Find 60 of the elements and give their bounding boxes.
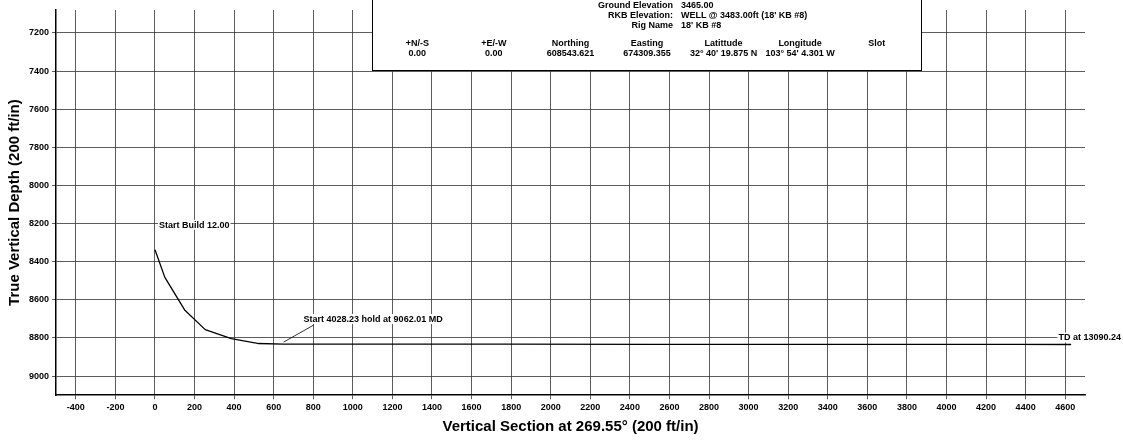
annotation: 0.00 bbox=[484, 48, 504, 58]
annotation: Rig Name bbox=[630, 20, 673, 30]
text: Ground Elevation bbox=[597, 0, 673, 10]
x-tick-label: 3200 bbox=[778, 402, 799, 413]
annotation: +E/-W bbox=[480, 38, 508, 48]
y-tick-label: 9000 bbox=[28, 370, 50, 381]
annotation: Northing bbox=[550, 38, 591, 48]
x-tick-label: 2800 bbox=[699, 402, 720, 413]
x-tick-label: 3800 bbox=[896, 402, 917, 413]
x-tick-label: 200 bbox=[187, 402, 203, 413]
y-tick-label: 8400 bbox=[28, 256, 50, 267]
annotation: +N/-S bbox=[404, 38, 430, 48]
x-tick-label: 4600 bbox=[1055, 402, 1076, 413]
y-tick-label: 8200 bbox=[28, 218, 50, 229]
y-tick-label: 8800 bbox=[28, 332, 50, 343]
x-tick-label: -400 bbox=[66, 402, 85, 413]
x-tick-label: 2200 bbox=[580, 402, 601, 413]
x-tick-label: 3000 bbox=[738, 402, 759, 413]
y-tick-label: 7600 bbox=[28, 103, 50, 114]
annotation: Start Build 12.00 bbox=[158, 219, 230, 230]
x-axis-title: Vertical Section at 269.55° (200 ft/in) bbox=[442, 417, 699, 435]
x-tick-label: 1800 bbox=[501, 402, 522, 413]
x-tick-label: 1600 bbox=[461, 402, 482, 413]
annotation: RKB Elevation: bbox=[607, 10, 673, 20]
annotation: 18' KB #8 bbox=[681, 20, 723, 30]
x-tick-label: 4200 bbox=[976, 402, 997, 413]
y-tick-label: 8600 bbox=[28, 294, 50, 305]
annotation: 103° 54' 4.301 W bbox=[764, 48, 836, 58]
x-tick-label: 3400 bbox=[817, 402, 838, 413]
annotation: 0.00 bbox=[407, 48, 428, 58]
text: 3465.00 bbox=[681, 0, 715, 10]
x-tick-label: 4000 bbox=[936, 402, 957, 413]
x-tick-label: 0 bbox=[152, 402, 158, 413]
annotation: TD at 13090.24 bbox=[1058, 332, 1122, 343]
x-tick-label: 3600 bbox=[857, 402, 878, 413]
annotation: 674309.355 bbox=[622, 48, 672, 58]
x-tick-label: 400 bbox=[226, 402, 242, 413]
y-tick-label: 7200 bbox=[28, 27, 50, 38]
y-tick-label: 7400 bbox=[28, 65, 50, 76]
x-tick-label: 1200 bbox=[382, 402, 403, 413]
x-tick-label: 2000 bbox=[540, 402, 561, 413]
annotation: 608543.621 bbox=[545, 48, 596, 58]
annotation: Latittude bbox=[703, 38, 744, 48]
annotation: Easting bbox=[629, 38, 665, 48]
x-tick-label: 600 bbox=[266, 402, 282, 413]
y-axis-title: True Vertical Depth (200 ft/in) bbox=[5, 99, 23, 306]
x-tick-label: 2600 bbox=[659, 402, 680, 413]
x-tick-label: 4400 bbox=[1015, 402, 1036, 413]
x-tick-label: 2400 bbox=[619, 402, 640, 413]
annotation: Start 4028.23 hold at 9062.01 MD bbox=[303, 314, 444, 325]
x-tick-label: -200 bbox=[106, 402, 125, 413]
annotation: WELL @ 3483.00ft (18' KB #8) bbox=[681, 10, 809, 20]
annotation: 32° 40' 19.875 N bbox=[688, 48, 759, 58]
y-tick-label: 7800 bbox=[28, 141, 50, 152]
annotation: Longitude bbox=[777, 38, 823, 48]
x-tick-label: 800 bbox=[305, 402, 321, 413]
x-tick-label: 1400 bbox=[421, 402, 443, 413]
x-tick-label: 1000 bbox=[342, 402, 363, 413]
annotation: Slot bbox=[867, 38, 887, 48]
y-tick-label: 8000 bbox=[28, 179, 50, 190]
